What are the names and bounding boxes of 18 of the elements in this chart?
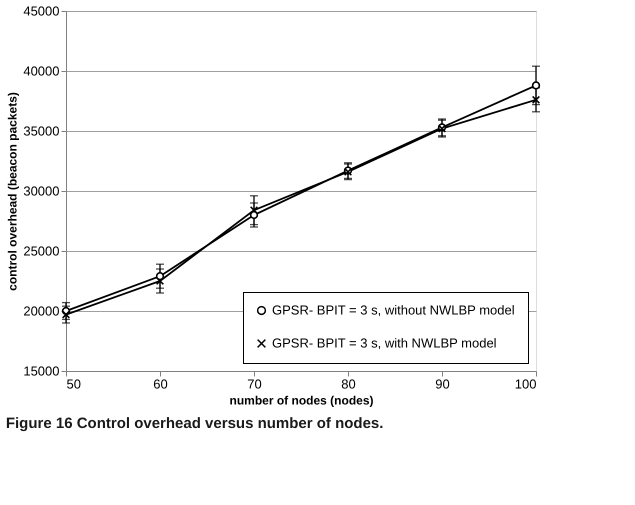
caption: Figure 16 Control overhead versus number of nodes. xyxy=(6,415,384,432)
y-axis-title: control overhead (beacon packets) xyxy=(5,92,20,291)
x-tick-label: 60 xyxy=(153,376,168,392)
y-tick-label: 35000 xyxy=(23,124,60,138)
y-tick-label: 25000 xyxy=(23,244,60,258)
legend-label: GPSR- BPIT = 3 s, with NWLBP model xyxy=(272,336,497,350)
y-tick-label: 20000 xyxy=(23,304,60,318)
x-tick-label: 100 xyxy=(514,376,536,392)
legend-label: GPSR- BPIT = 3 s, without NWLBP model xyxy=(272,302,515,318)
x-tick-label: 90 xyxy=(435,376,450,392)
x-tick-label: 80 xyxy=(341,376,356,392)
y-tick-label: 30000 xyxy=(23,184,60,198)
x-tick-label: 50 xyxy=(66,376,81,392)
y-tick-label: 45000 xyxy=(23,4,60,18)
y-tick-label: 15000 xyxy=(23,364,60,378)
y-tick-label: 40000 xyxy=(23,64,60,78)
x-axis-title: number of nodes (nodes) xyxy=(230,394,374,408)
x-tick-label: 70 xyxy=(247,376,262,392)
